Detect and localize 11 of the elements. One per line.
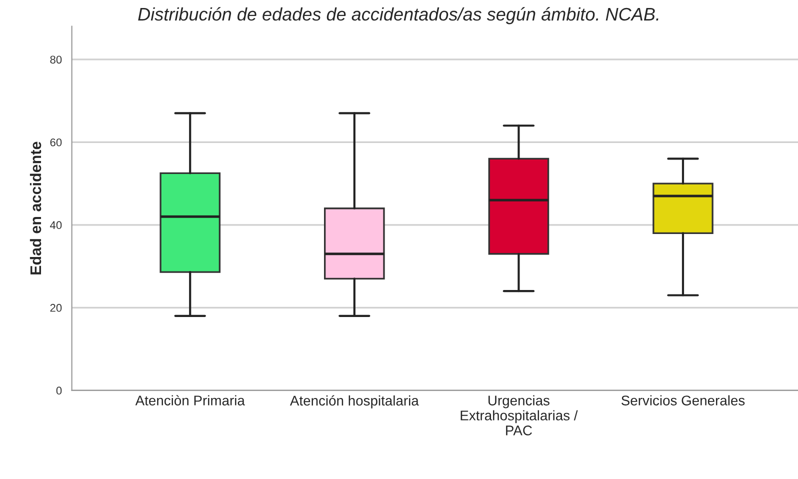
y-tick-label: 60 — [50, 138, 62, 146]
y-tick-label: 40 — [50, 221, 62, 230]
x-tick-label: Atención hospitalaria — [290, 395, 419, 408]
x-tick-label: Atenciòn Primaria — [135, 395, 245, 406]
y-tick-label: 20 — [50, 304, 62, 312]
y-tick-label: 80 — [50, 56, 62, 64]
chart-title: Distribución de edades de accidentados/as según ámbito. NCAB. — [138, 7, 658, 24]
y-axis-title: Edad en accidente — [30, 142, 42, 274]
x-tick-label: Servicios Generales — [621, 395, 745, 406]
x-tick-label: Urgencias Extrahospitalarias / PAC — [460, 395, 578, 436]
y-tick-label: 0 — [56, 386, 62, 395]
